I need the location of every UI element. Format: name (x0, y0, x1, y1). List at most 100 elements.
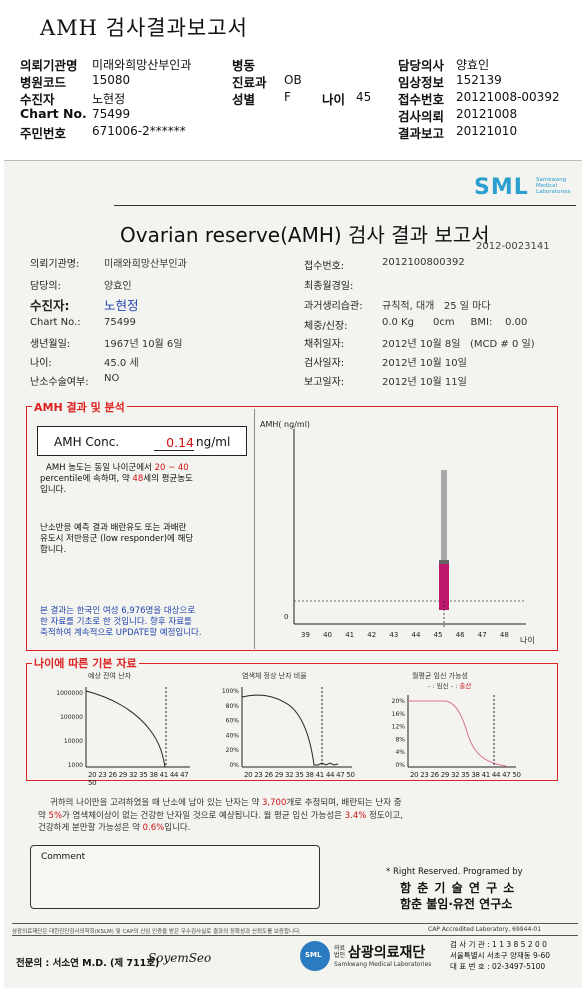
amh-chart-xlabel: 나이 (520, 635, 535, 645)
scanned-report: SML Samkwang Medical Laboratories Ovaria… (4, 160, 582, 988)
amh-range-bar-magenta (439, 564, 449, 610)
patient-label: 난소수술여부: (30, 377, 89, 388)
legend-pregnancy: 임신 (436, 682, 449, 690)
mini-x-tick: 20 (244, 771, 255, 779)
age-section-title: 나이에 따른 기본 자료 (32, 655, 139, 671)
amh-equiv-age: 48 (132, 474, 144, 484)
rights-text: * Right Reserved. Programed by (386, 867, 523, 877)
chart3-xticks: 20 23 26 29 32 35 38 41 44 47 50 (410, 771, 521, 779)
amh-range-median (439, 560, 449, 564)
amh-note1: 본 결과는 한국인 여성 6,976명을 대상으로 (40, 606, 196, 616)
specimen-label: 과거생리습관: (304, 301, 363, 312)
amh-x-tick: 43 (389, 631, 398, 639)
age-section (26, 663, 558, 781)
specimen-value: 2012년 10월 8일 (MCD # 0 일) (382, 339, 535, 350)
mini-x-tick: 41 (315, 771, 326, 779)
institute1: 함 춘 기 술 연 구 소 (400, 881, 516, 895)
age-s2c: 가 염색체이상이 없는 건강한 난자일 것으로 예상됩니다. 월 평균 임신 가… (62, 810, 342, 821)
specimen-label: 채취일자: (304, 339, 345, 350)
amh-range-bar-gray (441, 470, 447, 564)
mini-x-tick: 32 (128, 771, 140, 779)
chart3-title: 월평균 임신 가능성 (412, 672, 468, 680)
chart3-legend: - : 임신 - : 출산 (428, 682, 472, 690)
mini-y-tick: 60% (226, 718, 240, 725)
mini-x-tick: 29 (440, 771, 451, 779)
logo-sub1: Samkwang (536, 177, 567, 183)
mini-x-tick: 35 (461, 771, 472, 779)
mini-y-tick: 80% (226, 703, 240, 710)
specimen-label: 최종월경일: (304, 281, 354, 292)
age-summary: 귀하의 나이만을 고려하였을 때 난소에 남아 있는 난자는 약 3,700개로… (38, 797, 558, 835)
org-small: 의료법인 (334, 945, 346, 959)
specimen-value: 0.0 Kg 0cm BMI: 0.00 (382, 317, 528, 328)
amh-text1c: percentile에 속하며, 약 (40, 474, 130, 484)
mini-x-tick: 47 (336, 771, 347, 779)
specimen-value: 2012년 10월 10일 (382, 358, 467, 369)
age-s3c: 입니다. (164, 823, 191, 833)
mini-x-tick: 38 (149, 771, 160, 779)
mini-y-tick: 20% (226, 747, 240, 754)
specimen-label: 체중/신장: (304, 321, 348, 332)
mini-y-tick: 40% (226, 732, 240, 739)
patient-value: 75499 (104, 317, 136, 328)
sml-logo-text: SML (474, 175, 529, 200)
mini-x-tick: 44 (325, 771, 337, 779)
header-value: 15080 (92, 73, 131, 87)
header-label: 의뢰기관명 (20, 58, 78, 73)
org-english: Samkwang Medical Laboratories (334, 961, 432, 968)
mini-y-tick: 16% (392, 711, 406, 718)
amh-x-tick: 45 (434, 631, 443, 639)
amh-text1e: 세의 평균농도 (143, 474, 193, 484)
legend-birth: 출산 (459, 682, 472, 690)
amh-note3: 축적하여 계속적으로 UPDATE할 예정입니다. (40, 628, 202, 638)
patient-label: 생년월일: (30, 339, 71, 350)
amh-interpretation: AMH 농도는 동일 나이군에서 20 ~ 40 percentile에 속하며… (40, 463, 250, 496)
patient-label: 의뢰기관명: (30, 259, 80, 270)
doctor-signature: SoyemSeo (148, 951, 212, 965)
age-s2a: 약 (38, 810, 46, 821)
logo-sub3: Laboratories (536, 189, 571, 195)
amh-text1f: 입니다. (40, 485, 67, 495)
mini-x-tick: 50 (88, 779, 97, 787)
amh-note: 본 결과는 한국인 여성 6,976명을 대상으로 한 자료를 기초로 한 것입… (40, 606, 260, 639)
header-value: 20121008 (456, 107, 518, 121)
mini-y-tick: 20% (392, 698, 406, 705)
chart1-title: 예상 잔여 난자 (88, 672, 132, 680)
mini-x-tick: 26 (430, 771, 441, 779)
sml-logo-subtitle: Samkwang Medical Laboratories (536, 177, 570, 195)
amh-x-tick: 42 (367, 631, 376, 639)
mini-x-tick: 41 (159, 771, 170, 779)
header-value: 20121008-00392 (456, 90, 560, 104)
header-label: 병동 (232, 58, 256, 73)
header-label: 결과보고 (398, 126, 445, 141)
org-logo-icon: SML (300, 941, 330, 971)
patient-label: 나이: (30, 358, 52, 369)
header-label: 검사의뢰 (398, 109, 445, 124)
org-num3: 대 표 번 호 : 02-3497-5100 (450, 962, 546, 971)
header-label: Chart No. (20, 106, 87, 121)
specimen-label: 접수번호: (304, 261, 345, 272)
mini-x-tick: 26 (108, 771, 119, 779)
age-normal-percent: 5% (48, 810, 63, 821)
mini-x-tick: 23 (254, 771, 265, 779)
amh-age-chart: AMH( ng/ml) 0 39 40 41 42 43 44 45 46 47 48 나이 (260, 420, 535, 645)
specimen-value: 규칙적, 대개 25 일 마다 (382, 301, 491, 312)
amh-section (26, 406, 558, 651)
header-label: 진료과 (232, 75, 267, 90)
age-s2e: 정도이고, (369, 810, 403, 821)
patient-value: 1967년 10월 6일 (104, 339, 183, 350)
fine-print: 삼광의료재단은 대한진단검사의학회(KSLM) 및 CAP의 신임 인증을 받은… (12, 929, 301, 935)
chart1-xticks: 20 23 26 29 32 35 38 41 44 47 50 (88, 771, 194, 787)
amh-x-tick: 47 (478, 631, 487, 639)
mini-x-tick: 32 (450, 771, 462, 779)
mini-x-tick: 32 (284, 771, 296, 779)
amh-conc-label: AMH Conc. (54, 435, 120, 449)
mini-x-tick: 47 (180, 771, 189, 779)
report-title: Ovarian reserve(AMH) 검사 결과 보고서 (120, 223, 490, 247)
header-value: 20121010 (456, 124, 518, 138)
mini-x-tick: 23 (420, 771, 431, 779)
header-value: 152139 (456, 73, 502, 87)
chart2-xticks: 20 23 26 29 32 35 38 41 44 47 50 (244, 771, 355, 779)
patient-value: 45.0 세 (104, 358, 139, 369)
comment-box: Comment (30, 845, 320, 909)
